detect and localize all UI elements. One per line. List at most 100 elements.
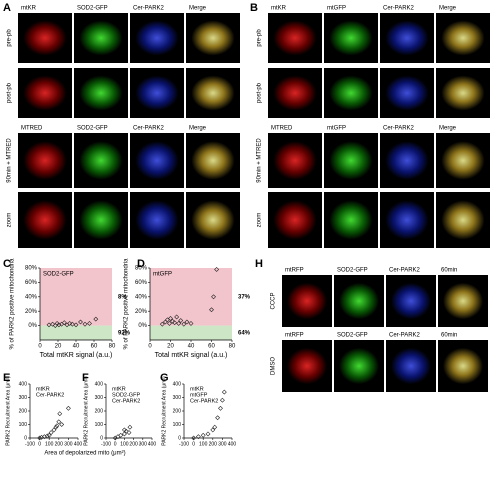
legend-text: mtKR	[36, 386, 50, 392]
series-annotation: mtGFP	[153, 272, 172, 278]
cell-signal	[329, 20, 373, 56]
cell-signal	[79, 20, 123, 56]
y-tick-label: 80%	[135, 266, 148, 272]
point	[211, 294, 216, 300]
row-label: DMSO	[271, 357, 277, 375]
shaded-band	[40, 268, 112, 326]
y-tick-label: 100	[95, 422, 104, 428]
y-axis-label: PARK2 Recruitment Area (μm²)	[161, 376, 167, 446]
shaded-band	[150, 325, 232, 340]
x-tick-label: 200	[129, 441, 138, 447]
point	[170, 318, 175, 324]
x-tick-label: 200	[55, 441, 64, 447]
panel-label: H	[255, 258, 263, 270]
y-tick-label: 300	[173, 395, 182, 401]
y-tick-label: 20%	[25, 309, 38, 315]
cell-signal	[329, 141, 373, 180]
point	[218, 405, 223, 411]
cell-signal	[443, 282, 483, 320]
column-label: mtGFP	[327, 126, 346, 132]
y-tick-label: 400	[173, 381, 182, 387]
x-tick-label: -100	[101, 441, 111, 447]
cell-signal	[287, 282, 327, 320]
x-tick-label: 100	[120, 441, 129, 447]
cell-signal	[391, 347, 431, 385]
y-tick-label: 20%	[135, 309, 148, 315]
point	[121, 431, 127, 437]
panel-label: D	[137, 258, 145, 270]
point	[78, 319, 83, 325]
point	[168, 315, 173, 321]
point	[46, 432, 52, 438]
point	[165, 317, 170, 323]
point	[181, 321, 187, 327]
y-tick-label: 60%	[25, 280, 38, 286]
point	[44, 433, 50, 439]
column-label: SOD2-GFP	[77, 6, 108, 12]
band-label: 64%	[238, 330, 251, 336]
x-tick-label: 40	[188, 344, 195, 350]
cell-signal	[443, 347, 483, 385]
point	[184, 319, 190, 325]
shaded-band	[150, 268, 232, 326]
point	[51, 427, 57, 433]
point	[37, 435, 43, 441]
y-tick-label: 200	[19, 408, 28, 414]
cell-signal	[273, 75, 317, 111]
cell-signal	[273, 200, 317, 240]
row-label: pre-pb	[257, 29, 263, 47]
y-tick-label: 0	[24, 435, 27, 441]
column-label: MTRED	[271, 126, 293, 132]
point	[54, 423, 60, 429]
x-tick-label: 100	[199, 441, 208, 447]
cell-signal	[441, 75, 485, 111]
panel-label: C	[3, 258, 11, 270]
x-tick-label: 400	[74, 441, 83, 447]
cell-signal	[273, 20, 317, 56]
y-tick-label: 200	[173, 408, 182, 414]
cell-signal	[23, 200, 67, 240]
y-axis-label: % of PARK2 positive mitochondria	[124, 258, 130, 350]
column-label: mtGFP	[327, 6, 346, 12]
point	[53, 424, 59, 430]
column-label: Cer-PARK2	[383, 6, 415, 12]
point	[214, 267, 220, 272]
point	[121, 427, 127, 433]
y-tick-label: 40%	[25, 294, 38, 300]
y-tick-label: 300	[95, 395, 104, 401]
cell-signal	[135, 20, 179, 56]
point	[159, 321, 165, 327]
point	[221, 389, 227, 395]
column-label: 60min	[441, 333, 457, 339]
y-tick-label: 400	[19, 381, 28, 387]
column-label: mtKR	[271, 6, 287, 12]
x-tick-label: 0	[38, 441, 41, 447]
y-tick-label: 0	[100, 435, 103, 441]
x-axis-label: Total mtKR signal (a.u.)	[40, 352, 113, 359]
column-label: SOD2-GFP	[337, 268, 368, 274]
row-label: zoom	[257, 213, 263, 228]
panel-label: A	[3, 2, 11, 14]
x-tick-label: 20	[55, 344, 62, 350]
column-label: SOD2-GFP	[337, 333, 368, 339]
x-tick-label: 20	[167, 344, 174, 350]
row-label: post-pb	[7, 82, 13, 103]
cell-signal	[329, 200, 373, 240]
y-tick-label: 300	[19, 395, 28, 401]
y-tick-label: 60%	[135, 280, 148, 286]
y-tick-label: 0%	[28, 323, 37, 329]
point	[67, 321, 73, 326]
x-tick-label: 400	[228, 441, 237, 447]
point	[215, 415, 221, 421]
x-tick-label: 0	[114, 441, 117, 447]
cell-signal	[441, 20, 485, 56]
legend-text: mtKR	[190, 386, 204, 392]
column-label: Cer-PARK2	[389, 333, 421, 339]
cell-signal	[135, 141, 179, 180]
cell-signal	[135, 200, 179, 240]
cell-signal	[135, 75, 179, 111]
cell-signal	[385, 75, 429, 111]
point	[57, 411, 63, 417]
x-tick-label: 0	[148, 344, 152, 350]
